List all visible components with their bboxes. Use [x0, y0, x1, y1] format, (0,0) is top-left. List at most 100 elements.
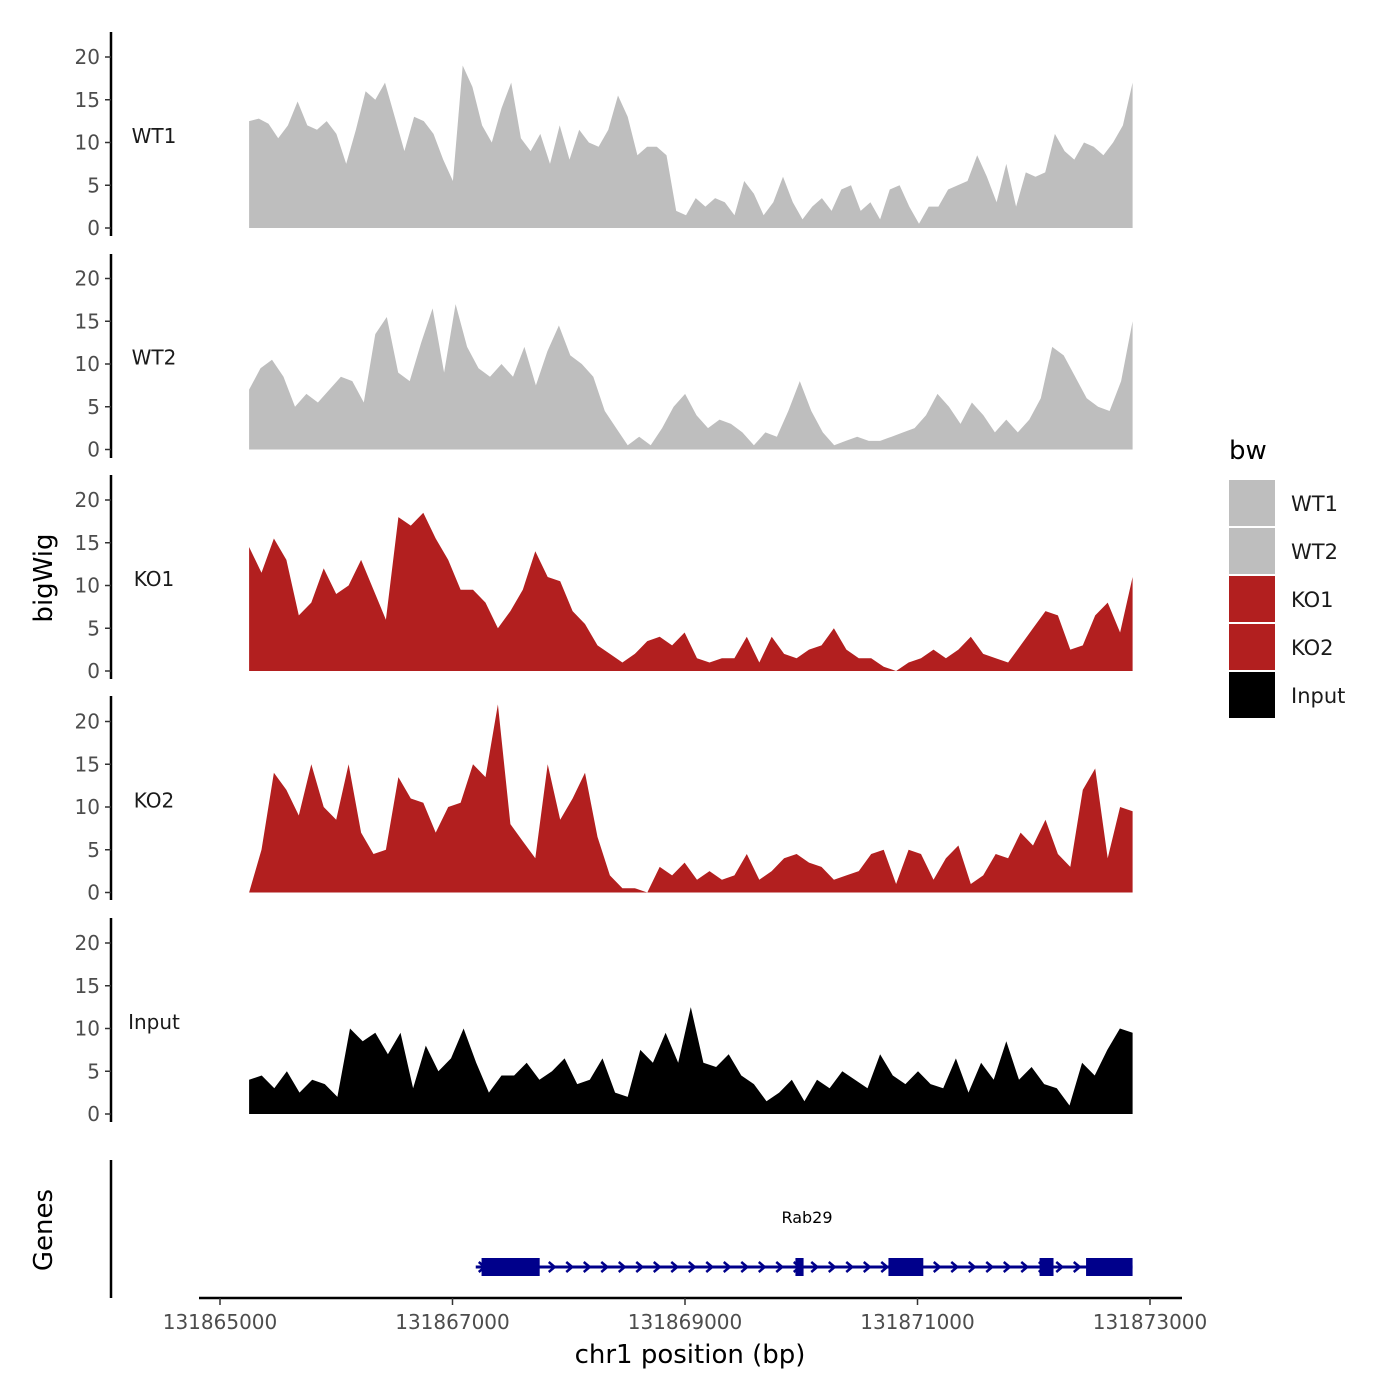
strand-arrow	[722, 1261, 732, 1273]
x-axis-ticks: 131865000 131867000 131869000 131871000 1318…	[163, 1298, 1208, 1334]
strand-arrow	[757, 1261, 767, 1273]
strand-arrow	[547, 1261, 557, 1273]
y-tick-label: 15	[75, 88, 100, 112]
legend-swatch	[1229, 576, 1275, 622]
y-tick-label: 15	[75, 309, 100, 333]
x-axis: 131865000 131867000 131869000 131871000 1318…	[163, 1296, 1208, 1370]
y-tick-label: 0	[87, 438, 100, 462]
y-tick-label: 20	[75, 267, 100, 291]
strand-arrow	[635, 1261, 645, 1273]
legend-label: WT1	[1291, 492, 1338, 516]
legend-label: WT2	[1291, 540, 1338, 564]
genes-axis-title: Genes	[29, 1189, 59, 1271]
strand-arrow	[705, 1261, 715, 1273]
y-tick-label: 15	[75, 531, 100, 555]
y-axis-title: bigWig	[29, 533, 59, 622]
x-axis-title: chr1 position (bp)	[575, 1340, 806, 1370]
x-tick-label: 131865000	[163, 1310, 278, 1334]
legend-label: KO1	[1291, 588, 1334, 612]
strand-arrow	[810, 1261, 820, 1273]
signal-area-wt2	[249, 304, 1133, 450]
signal-area-wt1	[249, 65, 1133, 228]
x-tick-label: 131873000	[1093, 1310, 1208, 1334]
y-tick-label: 15	[75, 974, 100, 998]
strand-arrow	[1020, 1261, 1030, 1273]
track-label: WT1	[132, 124, 177, 148]
signal-area-ko1	[249, 512, 1133, 671]
strand-arrow	[967, 1261, 977, 1273]
strand-arrow	[565, 1261, 575, 1273]
legend-title: bw	[1229, 436, 1267, 466]
gene-exon	[1039, 1258, 1054, 1276]
legend-label: KO2	[1291, 636, 1334, 660]
legend-label: Input	[1291, 684, 1345, 708]
strand-arrow	[827, 1261, 837, 1273]
y-tick-label: 5	[87, 395, 100, 419]
strand-arrow	[932, 1261, 942, 1273]
y-tick-label: 10	[75, 352, 100, 376]
strand-arrow	[582, 1261, 592, 1273]
strand-arrow	[600, 1261, 610, 1273]
track-label: KO1	[134, 567, 175, 591]
x-tick-label: 131871000	[860, 1310, 975, 1334]
track-ko2: 0 5 10 15 20 KO2	[75, 696, 1133, 905]
strand-arrow	[652, 1261, 662, 1273]
y-tick-label: 5	[87, 173, 100, 197]
strand-arrow	[985, 1261, 995, 1273]
y-tick-label: 10	[75, 574, 100, 598]
signal-area-input	[249, 1007, 1133, 1114]
track-input: 0 5 10 15 20 Input	[75, 918, 1133, 1126]
y-tick-label: 0	[87, 881, 100, 905]
gene-exon	[888, 1258, 924, 1276]
gene-exon	[481, 1258, 540, 1276]
legend-swatch	[1229, 672, 1275, 718]
strand-arrow	[740, 1261, 750, 1273]
gene-name-label: Rab29	[781, 1208, 832, 1227]
track-ko1: 0 5 10 15 20 KO1	[75, 475, 1133, 683]
y-tick-label: 0	[87, 1102, 100, 1126]
signal-area-ko2	[249, 704, 1133, 893]
strand-arrow	[862, 1261, 872, 1273]
legend-swatch	[1229, 528, 1275, 574]
strand-arrow	[1002, 1261, 1012, 1273]
y-tick-label: 10	[75, 1017, 100, 1041]
track-label: WT2	[132, 346, 177, 370]
strand-arrow	[670, 1261, 680, 1273]
signal-tracks: 0 5 10 15 20 WT1 0 5 10 15 20 WT2 0 5 10 15 20 KO1 0 5 10 15 2…	[75, 32, 1133, 1126]
y-tick-label: 0	[87, 659, 100, 683]
legend-swatch	[1229, 624, 1275, 670]
legend-entries: WT1 WT2 KO1 KO2 Input	[1229, 480, 1345, 718]
y-tick-label: 5	[87, 1059, 100, 1083]
track-label: KO2	[134, 789, 175, 813]
y-tick-label: 20	[75, 931, 100, 955]
track-wt2: 0 5 10 15 20 WT2	[75, 254, 1133, 462]
gene-model	[475, 1258, 1133, 1276]
legend: bw WT1 WT2 KO1 KO2 Input	[1229, 436, 1345, 718]
strand-arrow	[687, 1261, 697, 1273]
strand-arrow	[1055, 1261, 1065, 1273]
strand-arrow	[775, 1261, 785, 1273]
x-tick-label: 131869000	[628, 1310, 743, 1334]
gene-exon	[795, 1258, 804, 1276]
x-tick-label: 131867000	[395, 1310, 510, 1334]
y-tick-label: 10	[75, 795, 100, 819]
y-tick-label: 5	[87, 616, 100, 640]
y-tick-label: 0	[87, 216, 100, 240]
genes-panel: Genes Rab29	[29, 1160, 1133, 1298]
strand-arrow	[950, 1261, 960, 1273]
y-tick-label: 20	[75, 45, 100, 69]
strand-arrow	[845, 1261, 855, 1273]
track-label: Input	[128, 1010, 180, 1034]
y-tick-label: 5	[87, 838, 100, 862]
strand-arrow	[617, 1261, 627, 1273]
strand-arrow	[1072, 1261, 1082, 1273]
track-wt1: 0 5 10 15 20 WT1	[75, 32, 1133, 240]
y-tick-label: 20	[75, 488, 100, 512]
y-tick-label: 20	[75, 710, 100, 734]
legend-swatch	[1229, 480, 1275, 526]
gene-exon	[1086, 1258, 1133, 1276]
strand-arrow	[880, 1261, 890, 1273]
y-tick-label: 15	[75, 752, 100, 776]
y-tick-label: 10	[75, 131, 100, 155]
